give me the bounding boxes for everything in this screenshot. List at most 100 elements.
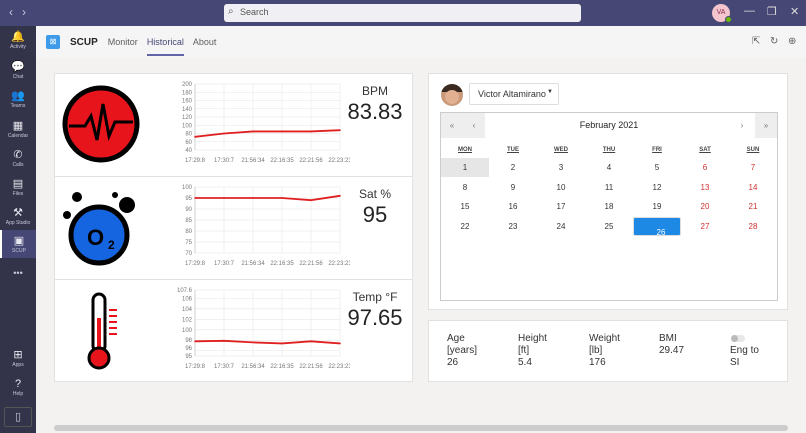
bmi-stat: BMI 29.47 xyxy=(659,333,684,357)
y-tick-label: 70 xyxy=(185,251,192,257)
tab-historical[interactable]: Historical xyxy=(146,37,184,56)
calendar-day[interactable]: 3 xyxy=(558,163,564,172)
x-tick-label: 21:56:34 xyxy=(241,364,265,370)
sidebar-item-calendar[interactable]: ▦ Calendar xyxy=(0,119,36,139)
y-tick-label: 180 xyxy=(182,90,193,96)
calendar-month[interactable]: February 2021 xyxy=(579,120,639,130)
calendar-day[interactable]: 9 xyxy=(510,182,516,192)
calendar-day[interactable]: 5 xyxy=(654,163,660,172)
y-tick-label: 75 xyxy=(185,240,192,246)
sidebar-item-scup[interactable]: ▣ SCUP xyxy=(0,230,36,258)
svg-text:O: O xyxy=(87,225,104,250)
status-dot xyxy=(725,16,732,23)
stat-value: 5.4 xyxy=(518,357,532,368)
sidebar-item-activity[interactable]: 🔔 Activity xyxy=(0,30,36,50)
globe-icon[interactable]: ⊕ xyxy=(788,36,797,47)
stat-unit: [ft] xyxy=(518,345,530,356)
y-tick-label: 90 xyxy=(185,207,192,213)
calendar-day[interactable]: 25 xyxy=(604,221,614,231)
prev-year-button[interactable]: « xyxy=(441,113,463,138)
more-apps-button[interactable]: ••• xyxy=(13,268,23,278)
calendar-day[interactable]: 26 xyxy=(633,216,681,237)
patient-select[interactable]: Victor Altamirano ▼ xyxy=(469,83,559,105)
next-year-button[interactable]: » xyxy=(755,113,777,138)
calendar-day[interactable]: 7 xyxy=(750,163,756,172)
calendar-day[interactable]: 10 xyxy=(556,182,566,192)
sidebar-item-help[interactable]: ? Help xyxy=(0,378,36,397)
scup-logo-icon: ⊠ xyxy=(46,35,60,49)
x-tick-label: 22:23:23 xyxy=(328,158,350,164)
stat-value: 26 xyxy=(447,357,459,368)
x-tick-label: 22:21:56 xyxy=(299,158,323,164)
sidebar-item-calls[interactable]: ✆ Calls xyxy=(0,148,36,168)
user-avatar[interactable]: VA xyxy=(712,4,732,23)
sidebar-label: Calendar xyxy=(7,133,29,139)
calendar-day[interactable]: 1 xyxy=(441,158,489,177)
calendar-day[interactable]: 24 xyxy=(556,221,566,231)
saturation-value: 95 xyxy=(362,202,388,227)
close-button[interactable]: ✕ xyxy=(790,6,800,18)
vitals-card: 40 60 80 100 120 140 160 180 200 17:29:8 17:30:7 21… xyxy=(54,73,413,382)
patient-card: Victor Altamirano ▼ « ‹ February 2021 › »… xyxy=(428,73,788,310)
calendar-day[interactable]: 4 xyxy=(606,163,612,172)
sidebar-item-files[interactable]: ▤ Files xyxy=(0,177,36,197)
tab-monitor[interactable]: Monitor xyxy=(107,37,138,47)
calendar-day[interactable]: 17 xyxy=(556,202,566,211)
back-button[interactable]: ‹ xyxy=(9,5,13,19)
temperature-row: 95 96 98 100 102 104 106 107.6 17:29:8 17:30:7 21:… xyxy=(55,280,413,383)
calendar-day[interactable]: 16 xyxy=(508,202,518,211)
calendar-day[interactable]: 23 xyxy=(508,221,518,231)
x-tick-label: 22:23:23 xyxy=(328,261,350,267)
sidebar-label: Calls xyxy=(12,162,24,168)
sidebar-item-chat[interactable]: 💬 Chat xyxy=(0,60,36,80)
forward-button[interactable]: › xyxy=(22,5,26,19)
minimize-button[interactable]: — xyxy=(744,5,755,17)
calendar-day[interactable]: 20 xyxy=(700,202,710,211)
calendar-day[interactable]: 19 xyxy=(652,202,662,211)
weekday-header: SUN xyxy=(746,147,760,153)
tab-about[interactable]: About xyxy=(192,37,217,47)
horizontal-scrollbar[interactable] xyxy=(54,425,788,431)
sidebar-item-teams[interactable]: 👥 Teams xyxy=(0,89,36,109)
stat-label: BMI xyxy=(659,333,677,344)
data-point xyxy=(194,197,196,199)
calendar-day[interactable]: 18 xyxy=(604,202,614,211)
x-tick-label: 22:23:23 xyxy=(328,364,350,370)
maximize-button[interactable]: ❐ xyxy=(767,6,777,18)
popout-icon[interactable]: ⇱ xyxy=(752,36,761,47)
refresh-icon[interactable]: ↻ xyxy=(770,36,779,47)
calendar-day[interactable]: 8 xyxy=(462,182,468,192)
prev-month-button[interactable]: ‹ xyxy=(463,113,485,138)
y-tick-label: 60 xyxy=(185,140,192,146)
y-tick-label: 85 xyxy=(185,218,192,224)
sidebar-label: Apps xyxy=(12,362,24,368)
y-tick-label: 200 xyxy=(182,82,193,88)
data-point xyxy=(194,136,196,138)
data-point xyxy=(223,340,225,342)
calendar-day[interactable]: 14 xyxy=(748,182,758,192)
sidebar-item-app-studio[interactable]: ⚒ App Studio xyxy=(0,206,36,226)
calendar-day[interactable]: 12 xyxy=(652,182,662,192)
calendar-day[interactable]: 11 xyxy=(604,182,614,192)
calendar-day[interactable]: 15 xyxy=(460,202,470,211)
calendar-day[interactable]: 27 xyxy=(700,221,710,231)
units-toggle[interactable] xyxy=(731,335,745,342)
calendar-day[interactable]: 22 xyxy=(460,221,470,231)
calendar-day[interactable]: 6 xyxy=(702,163,708,172)
x-tick-label: 22:16:35 xyxy=(270,158,294,164)
calendar-day[interactable]: 13 xyxy=(700,182,710,192)
search-input[interactable]: ⌕ Search xyxy=(224,4,581,22)
calendar-day[interactable]: 21 xyxy=(748,202,758,211)
sidebar-item-apps[interactable]: ⊞ Apps xyxy=(0,348,36,368)
x-tick-label: 17:29:8 xyxy=(185,158,206,164)
weekday-header: TUE xyxy=(507,147,519,153)
calendar-day[interactable]: 28 xyxy=(748,221,758,231)
next-month-button[interactable]: › xyxy=(740,121,744,130)
mobile-device-icon[interactable]: ▯ xyxy=(4,407,32,427)
data-point xyxy=(281,342,283,345)
data-point xyxy=(310,130,312,133)
sidebar-label: SCUP xyxy=(12,248,26,254)
calendar-day[interactable]: 2 xyxy=(510,163,516,172)
file-icon: ▤ xyxy=(12,178,24,190)
